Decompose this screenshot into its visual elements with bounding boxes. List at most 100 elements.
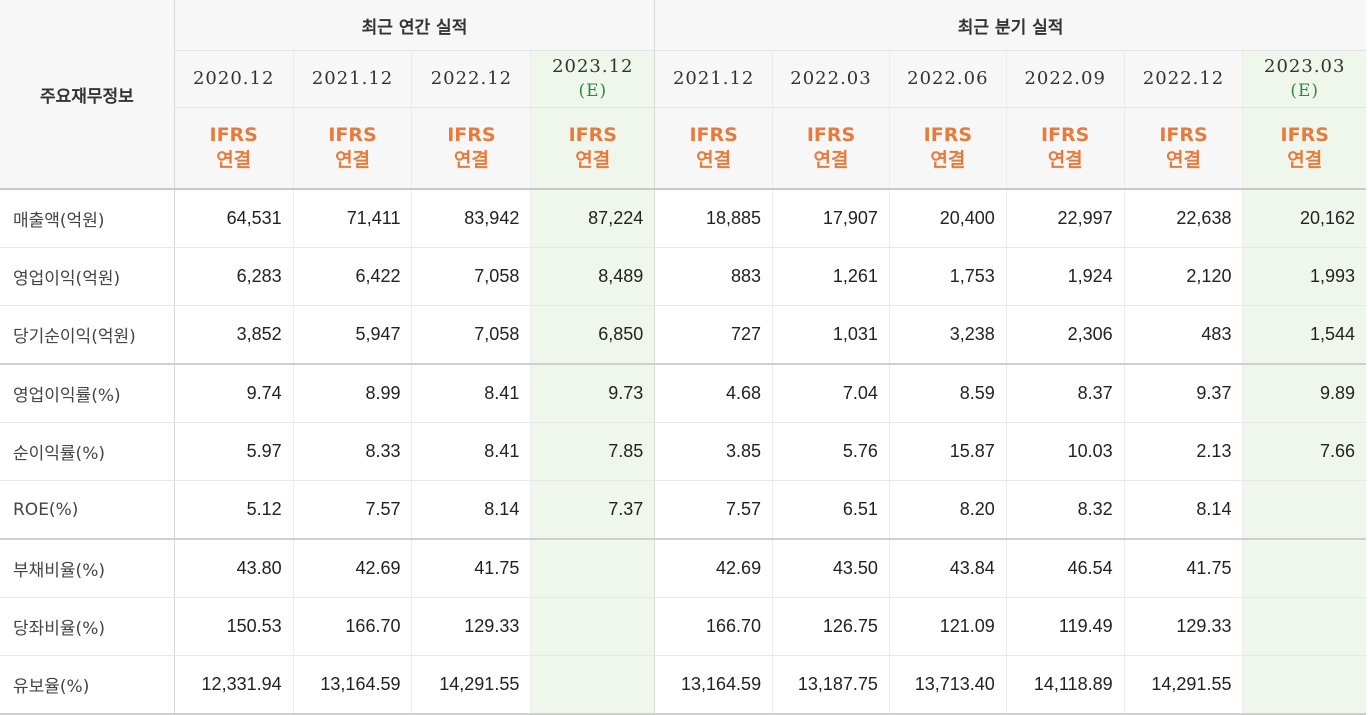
- period-label: 2023.12: [552, 56, 634, 77]
- annual-value-cell: [530, 597, 655, 656]
- accounting-basis: IFRS 연결: [411, 107, 531, 190]
- quarterly-period-header: 2022.03: [772, 50, 890, 108]
- basis-standard: IFRS: [568, 124, 617, 146]
- annual-value-cell: 7,058: [411, 305, 531, 365]
- quarterly-value-cell: 126.75: [772, 597, 890, 656]
- quarterly-section-title: 최근 분기 실적: [654, 0, 1366, 51]
- row-label: 당기순이익(억원): [0, 305, 175, 365]
- row-label: 매출액(억원): [0, 189, 175, 248]
- quarterly-value-cell: 129.33: [1123, 597, 1243, 656]
- period-label: 2021.12: [311, 68, 394, 89]
- accounting-basis: IFRS 연결: [772, 107, 890, 190]
- quarterly-value-cell: 727: [654, 305, 773, 365]
- annual-value-cell: 87,224: [530, 189, 655, 248]
- annual-period-header: 2022.12: [411, 50, 531, 108]
- accounting-basis: IFRS 연결: [173, 107, 294, 190]
- quarterly-value-cell: 1,924: [1005, 247, 1125, 306]
- quarterly-value-cell: 1,031: [772, 305, 890, 365]
- basis-consolidation: 연결: [1047, 149, 1083, 171]
- annual-value-cell: 8.14: [411, 480, 531, 540]
- table-row: 영업이익(억원) 6,283 6,422 7,058 8,489 883 1,261 1,75…: [0, 247, 1366, 306]
- accounting-basis: IFRS 연결: [530, 107, 655, 190]
- quarterly-value-cell: 8.37: [1005, 364, 1125, 423]
- annual-value-cell: 83,942: [411, 189, 531, 248]
- accounting-basis: IFRS 연결: [1123, 107, 1243, 190]
- quarterly-value-cell: 7.04: [772, 364, 890, 423]
- annual-period-header: 2020.12: [173, 50, 294, 108]
- basis-consolidation: 연결: [1287, 149, 1323, 171]
- quarterly-value-cell: 13,713.40: [888, 655, 1007, 715]
- quarterly-value-cell: 15.87: [888, 422, 1007, 481]
- annual-value-cell: 7.57: [292, 480, 412, 540]
- quarterly-value-cell: 22,638: [1123, 189, 1243, 248]
- annual-value-cell: 6,422: [292, 247, 412, 306]
- annual-value-cell: 150.53: [173, 597, 294, 656]
- table-row: 매출액(억원) 64,531 71,411 83,942 87,224 18,885 17,…: [0, 189, 1366, 248]
- quarterly-value-cell: 9.89: [1242, 364, 1366, 423]
- quarterly-value-cell: 1,753: [888, 247, 1007, 306]
- quarterly-period-header: 2021.12: [654, 50, 773, 108]
- accounting-basis: IFRS 연결: [1242, 107, 1366, 190]
- annual-value-cell: 6,283: [173, 247, 294, 306]
- quarterly-value-cell: 22,997: [1005, 189, 1125, 248]
- quarterly-value-cell: 6.51: [772, 480, 890, 540]
- annual-value-cell: 7.37: [530, 480, 655, 540]
- quarterly-value-cell: 17,907: [772, 189, 890, 248]
- basis-consolidation: 연결: [216, 149, 252, 171]
- quarterly-value-cell: 9.37: [1123, 364, 1243, 423]
- quarterly-value-cell: 3,238: [888, 305, 1007, 365]
- basis-standard: IFRS: [209, 124, 258, 146]
- basis-standard: IFRS: [923, 124, 973, 146]
- annual-value-cell: 7.85: [530, 422, 655, 481]
- basis-consolidation: 연결: [813, 149, 849, 171]
- annual-value-cell: 43.80: [173, 539, 294, 598]
- quarterly-value-cell: [1242, 655, 1366, 715]
- basis-standard: IFRS: [1041, 124, 1090, 146]
- annual-value-cell: 5.12: [173, 480, 294, 540]
- annual-value-cell: 8.99: [292, 364, 412, 423]
- quarterly-value-cell: 14,118.89: [1005, 655, 1125, 715]
- estimate-marker: (E): [578, 81, 608, 101]
- quarterly-value-cell: 1,993: [1242, 247, 1366, 306]
- quarterly-value-cell: 119.49: [1005, 597, 1125, 656]
- annual-value-cell: 9.73: [530, 364, 655, 423]
- annual-value-cell: 8.41: [411, 364, 531, 423]
- annual-value-cell: 3,852: [173, 305, 294, 365]
- quarterly-value-cell: 43.84: [888, 539, 1007, 598]
- quarterly-value-cell: 4.68: [654, 364, 773, 423]
- quarterly-value-cell: 42.69: [654, 539, 773, 598]
- quarterly-value-cell: [1242, 539, 1366, 598]
- annual-value-cell: 8,489: [530, 247, 655, 306]
- annual-value-cell: 12,331.94: [173, 655, 294, 715]
- period-label: 2022.06: [907, 68, 989, 89]
- estimate-marker: (E): [1290, 81, 1320, 101]
- annual-value-cell: 42.69: [292, 539, 412, 598]
- annual-value-cell: 41.75: [411, 539, 531, 598]
- annual-value-cell: 8.33: [292, 422, 412, 481]
- quarterly-value-cell: 10.03: [1005, 422, 1125, 481]
- annual-value-cell: 7,058: [411, 247, 531, 306]
- basis-consolidation: 연결: [453, 149, 489, 171]
- quarterly-value-cell: 8.32: [1005, 480, 1125, 540]
- quarterly-period-header: 2023.03 (E): [1242, 50, 1366, 108]
- quarterly-value-cell: 41.75: [1123, 539, 1243, 598]
- annual-value-cell: 13,164.59: [292, 655, 412, 715]
- quarterly-value-cell: 1,261: [772, 247, 890, 306]
- quarterly-value-cell: 121.09: [888, 597, 1007, 656]
- quarterly-value-cell: 13,164.59: [654, 655, 773, 715]
- annual-value-cell: [530, 655, 655, 715]
- annual-value-cell: 6,850: [530, 305, 655, 365]
- annual-value-cell: 129.33: [411, 597, 531, 656]
- quarterly-value-cell: [1242, 597, 1366, 656]
- quarterly-value-cell: 43.50: [772, 539, 890, 598]
- row-label: ROE(%): [0, 480, 175, 540]
- quarterly-value-cell: 5.76: [772, 422, 890, 481]
- accounting-basis: IFRS 연결: [888, 107, 1007, 190]
- accounting-basis: IFRS 연결: [292, 107, 412, 190]
- basis-standard: IFRS: [689, 124, 738, 146]
- period-label: 2022.12: [430, 68, 513, 89]
- row-label-header: 주요재무정보: [0, 0, 175, 190]
- annual-value-cell: 8.41: [411, 422, 531, 481]
- quarterly-value-cell: 483: [1123, 305, 1243, 365]
